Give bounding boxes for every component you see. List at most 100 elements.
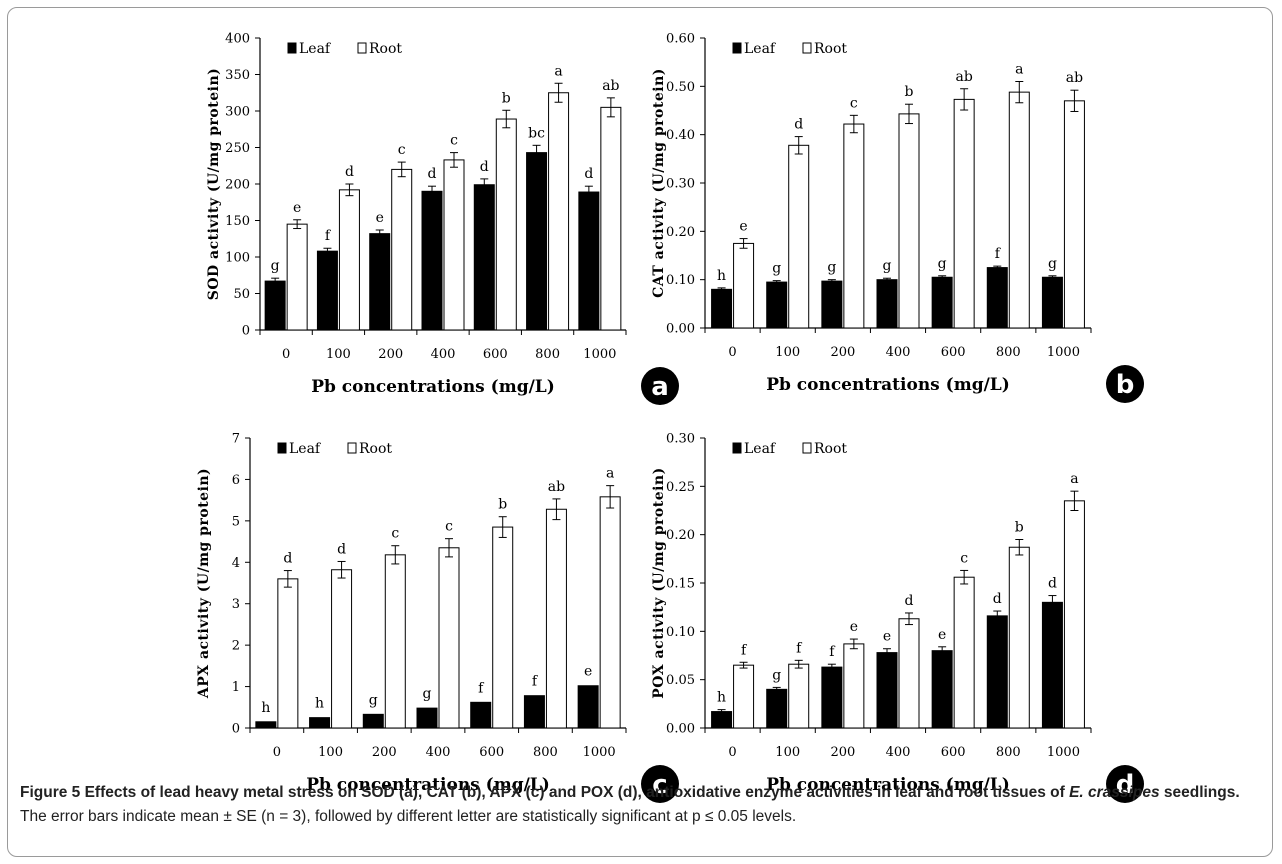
legend-swatch-leaf xyxy=(287,42,297,54)
bar-root-200 xyxy=(384,554,406,729)
y-tick-label: 0.05 xyxy=(666,673,695,688)
panel-badge-label: d xyxy=(1116,770,1135,800)
y-tick-label: 0.20 xyxy=(666,225,695,240)
bar-root-100 xyxy=(338,189,360,331)
significance-letter: e xyxy=(938,627,946,643)
bar-leaf-400 xyxy=(416,707,438,729)
x-tick-label: 200 xyxy=(372,745,397,760)
x-tick-label: 600 xyxy=(479,745,504,760)
y-tick-label: 250 xyxy=(225,141,250,156)
chart-c-svg: 0 1 2 3 4 5 6 7 0 100 200 400 600 800 1000 h d h d g c g c f b f a… xyxy=(196,432,679,803)
x-tick-label: 100 xyxy=(318,745,343,760)
x-tick-label: 400 xyxy=(886,745,911,760)
significance-letter: g xyxy=(423,686,432,702)
bar-root-1000 xyxy=(1063,100,1085,329)
significance-letter: d xyxy=(794,117,803,133)
significance-letter: h xyxy=(717,690,726,706)
bar-leaf-1000 xyxy=(1041,601,1063,729)
significance-letter: f xyxy=(478,680,485,696)
y-tick-label: 0 xyxy=(242,324,250,339)
significance-letter: g xyxy=(938,256,947,272)
legend-swatch-leaf xyxy=(732,42,742,54)
bar-leaf-800 xyxy=(526,152,548,331)
legend-label-root: Root xyxy=(814,41,847,57)
chart-d-svg: 0.00 0.05 0.10 0.15 0.20 0.25 0.30 0 100 200 400 60… xyxy=(651,432,1144,803)
significance-letter: c xyxy=(450,133,458,149)
bar-leaf-1000 xyxy=(1041,276,1063,329)
significance-letter: e xyxy=(584,664,592,680)
x-tick-label: 0 xyxy=(728,745,736,760)
significance-letter: e xyxy=(883,629,891,645)
y-tick-label: 0.30 xyxy=(666,432,695,447)
y-tick-label: 0.10 xyxy=(666,625,695,640)
x-tick-label: 200 xyxy=(830,345,855,360)
legend-label-root: Root xyxy=(369,41,402,57)
significance-letter: h xyxy=(315,696,324,712)
legend-label-root: Root xyxy=(359,441,392,457)
x-tick-label: 0 xyxy=(728,345,736,360)
significance-letter: b xyxy=(502,90,511,106)
x-tick-label: 100 xyxy=(775,345,800,360)
x-tick-label: 400 xyxy=(426,745,451,760)
y-tick-label: 0.30 xyxy=(666,177,695,192)
bar-root-100 xyxy=(788,144,810,329)
significance-letter: g xyxy=(827,260,836,276)
significance-letter: g xyxy=(772,261,781,277)
bar-root-200 xyxy=(843,643,865,729)
x-tick-label: 600 xyxy=(941,345,966,360)
y-axis-title: POX activity (U/mg protein) xyxy=(651,467,667,698)
significance-letter: f xyxy=(325,228,332,244)
chart-panel-c: 0 1 2 3 4 5 6 7 0 100 200 400 600 800 1000 h d h d g c g c f b f a… xyxy=(196,400,696,803)
bar-root-600 xyxy=(953,98,975,329)
chart-b-svg: 0.00 0.10 0.20 0.30 0.40 0.50 0.60 0 100 200 400 60… xyxy=(651,32,1144,403)
significance-letter: e xyxy=(739,219,747,235)
bar-root-0 xyxy=(733,664,755,729)
y-tick-label: 3 xyxy=(232,597,240,612)
bar-leaf-100 xyxy=(316,250,338,331)
y-tick-label: 150 xyxy=(225,214,250,229)
panel-badge xyxy=(1106,765,1144,803)
panel-badge xyxy=(641,367,679,405)
x-tick-label: 0 xyxy=(282,347,290,362)
bar-root-0 xyxy=(733,242,755,329)
significance-letter: e xyxy=(293,200,301,216)
x-tick-label: 1000 xyxy=(1047,745,1080,760)
y-tick-label: 0.40 xyxy=(666,128,695,143)
y-tick-label: 1 xyxy=(232,680,240,695)
x-axis-title: Pb concentrations (mg/L) xyxy=(311,377,555,397)
x-tick-label: 0 xyxy=(273,745,281,760)
y-tick-label: 0 xyxy=(232,722,240,737)
x-tick-label: 200 xyxy=(378,347,403,362)
significance-letter: d xyxy=(283,551,292,567)
bar-root-800 xyxy=(1008,91,1030,329)
significance-letter: g xyxy=(883,258,892,274)
significance-letter: a xyxy=(1070,471,1078,487)
bar-root-800 xyxy=(1008,546,1030,729)
legend-label-root: Root xyxy=(814,441,847,457)
bar-leaf-800 xyxy=(986,615,1008,729)
bar-leaf-400 xyxy=(876,652,898,729)
bar-leaf-0 xyxy=(255,721,277,729)
bar-root-400 xyxy=(438,547,460,729)
bar-leaf-200 xyxy=(821,666,843,729)
significance-letter: d xyxy=(345,164,354,180)
y-axis-title: SOD activity (U/mg protein) xyxy=(206,68,222,301)
significance-letter: h xyxy=(717,268,726,284)
significance-letter: d xyxy=(428,166,437,182)
figure-frame xyxy=(7,7,1273,857)
x-tick-label: 800 xyxy=(996,345,1021,360)
chart-panel-d: 0.00 0.05 0.10 0.15 0.20 0.25 0.30 0 100 200 400 60… xyxy=(640,400,1161,803)
legend-label-leaf: Leaf xyxy=(289,441,322,457)
x-tick-label: 800 xyxy=(996,745,1021,760)
x-tick-label: 1000 xyxy=(583,745,616,760)
panel-badge xyxy=(1106,365,1144,403)
bar-leaf-0 xyxy=(711,711,733,729)
bar-root-600 xyxy=(495,118,517,331)
y-tick-label: 0.00 xyxy=(666,322,695,337)
x-tick-label: 1000 xyxy=(1047,345,1080,360)
legend-swatch-root xyxy=(347,442,357,454)
bar-leaf-200 xyxy=(821,280,843,329)
bar-leaf-200 xyxy=(362,713,384,729)
bar-leaf-800 xyxy=(523,695,545,729)
significance-letter: ab xyxy=(548,479,565,495)
